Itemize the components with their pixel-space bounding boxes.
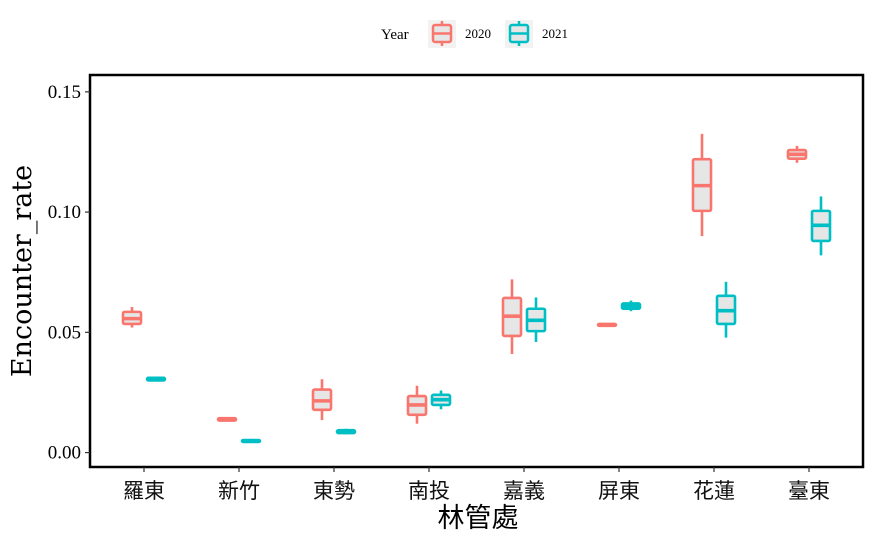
box-2020-羅東 bbox=[121, 307, 143, 328]
x-axis-title: 林管處 bbox=[438, 503, 519, 534]
y-axis: 0.00 0.05 0.10 0.15 bbox=[48, 82, 90, 464]
legend-title: Year bbox=[381, 27, 409, 43]
x-tick-label: 羅東 bbox=[123, 479, 165, 503]
box-2021-羅東 bbox=[145, 376, 167, 382]
box-2020-屏東 bbox=[596, 322, 618, 328]
legend-label-2021: 2021 bbox=[542, 26, 568, 41]
x-tick-label: 南投 bbox=[408, 479, 450, 503]
box-2021-花蓮 bbox=[715, 281, 737, 338]
y-tick-label: 0.15 bbox=[48, 82, 81, 103]
box-2020-東勢 bbox=[311, 379, 333, 421]
plot-panel bbox=[88, 73, 865, 469]
y-tick-label: 0.10 bbox=[48, 202, 81, 223]
x-tick-label: 臺東 bbox=[788, 479, 830, 503]
box-2021-嘉義 bbox=[525, 297, 547, 342]
box-2020-臺東 bbox=[786, 145, 808, 163]
y-tick-label: 0.05 bbox=[48, 322, 81, 343]
x-tick-label: 花蓮 bbox=[693, 479, 735, 503]
box-2021-新竹 bbox=[240, 438, 262, 444]
box-2021-南投 bbox=[430, 390, 452, 410]
box-2021-屏東 bbox=[620, 300, 642, 312]
x-tick-label: 屏東 bbox=[598, 479, 640, 503]
legend-label-2020: 2020 bbox=[465, 26, 491, 41]
legend-key-2021 bbox=[505, 20, 533, 48]
x-axis: 羅東 新竹 東勢 南投 嘉義 屏東 花蓮 臺東 bbox=[123, 467, 830, 503]
box-2020-新竹 bbox=[216, 416, 238, 422]
legend-key-2020 bbox=[428, 20, 456, 48]
box-2021-東勢 bbox=[335, 428, 357, 435]
box-2021-臺東 bbox=[810, 196, 832, 256]
box-2020-南投 bbox=[406, 385, 428, 424]
x-tick-label: 嘉義 bbox=[503, 479, 545, 503]
x-tick-label: 新竹 bbox=[218, 479, 260, 503]
box-2020-嘉義 bbox=[501, 279, 523, 354]
y-axis-title: Encounter_rate bbox=[7, 165, 38, 377]
boxes bbox=[121, 133, 832, 444]
x-tick-label: 東勢 bbox=[313, 479, 355, 503]
legend: Year 2020 2021 bbox=[381, 20, 568, 48]
box-2020-花蓮 bbox=[691, 133, 713, 237]
y-tick-label: 0.00 bbox=[48, 443, 81, 464]
